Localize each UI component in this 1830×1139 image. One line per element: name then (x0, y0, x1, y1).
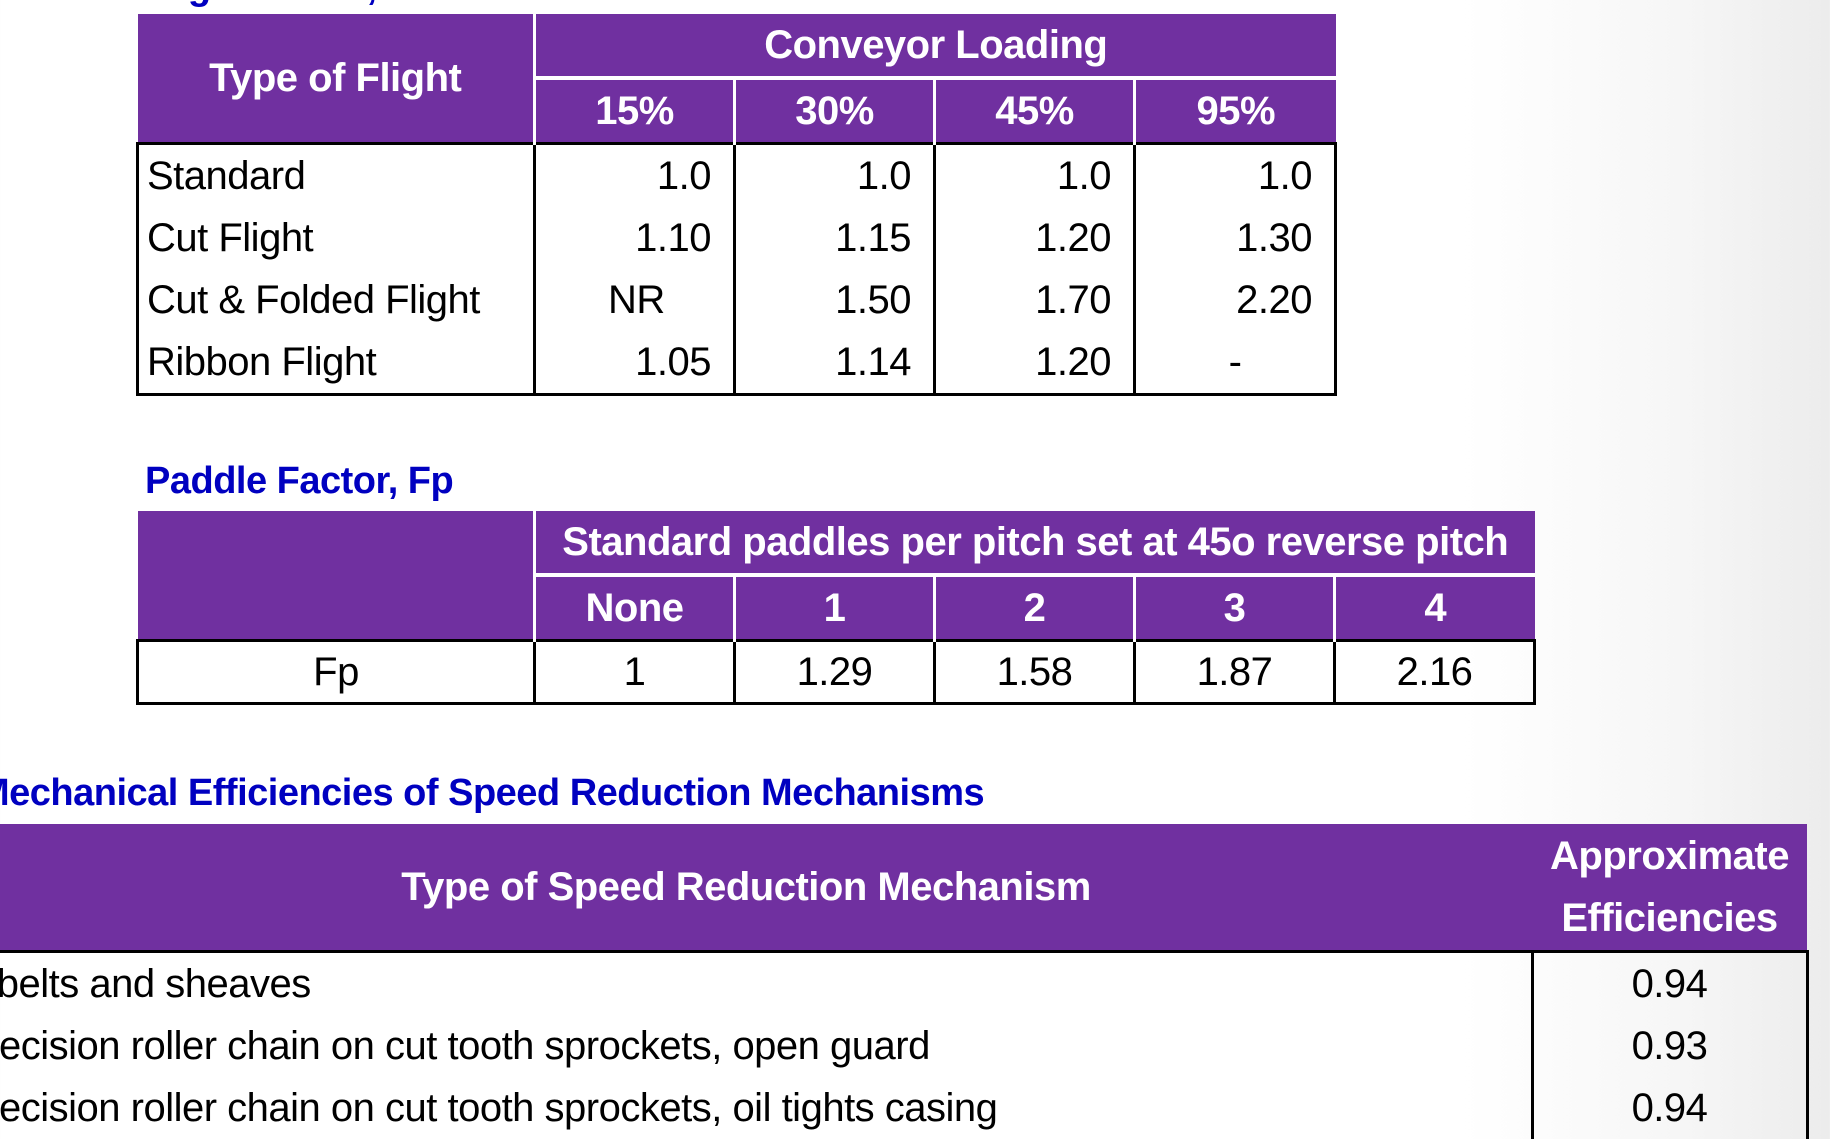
loading-col-30: 30% (733, 76, 935, 144)
mechanical-efficiencies-title: Mechanical Efficiencies of Speed Reducti… (0, 772, 985, 814)
flight-factor-title: Flight Factor, Ff (145, 0, 422, 9)
cell-value: 1 (533, 640, 735, 704)
cell-value: 1.05 (533, 331, 735, 395)
table-row: V-belts and sheaves 0.94 (0, 951, 1809, 1015)
mechanism-name: Precision roller chain on cut tooth spro… (0, 1085, 998, 1130)
paddle-factor-table: Standard paddles per pitch set at 45o re… (136, 511, 1536, 705)
loading-col-45: 45% (933, 76, 1135, 144)
cell-value: 1.50 (733, 269, 935, 331)
table-row: Cut Flight 1.10 1.15 1.20 1.30 (136, 207, 1336, 269)
table-row: Fp 1 1.29 1.58 1.87 2.16 (136, 640, 1535, 704)
table-row: Ribbon Flight 1.05 1.14 1.20 - (136, 331, 1336, 395)
row-label: Standard (136, 143, 535, 207)
cell-value: 1.20 (933, 331, 1135, 395)
conveyor-loading-header: Conveyor Loading (532, 14, 1336, 78)
flight-factor-table: Type of Flight Conveyor Loading 15% 30% … (136, 14, 1337, 396)
cell-value: 1.58 (933, 640, 1135, 704)
table-row: Standard 1.0 1.0 1.0 1.0 (136, 143, 1336, 207)
cell-value: 1.20 (933, 207, 1135, 269)
table-row: Precision roller chain on cut tooth spro… (0, 1015, 1809, 1077)
cell-value: 1.30 (1132, 207, 1336, 269)
cell-value: 1.0 (1132, 143, 1336, 207)
mechanism-type-header: Type of Speed Reduction Mechanism (0, 824, 1532, 952)
paddle-factor-title: Paddle Factor, Fp (145, 460, 454, 502)
row-label: Cut & Folded Flight (136, 269, 535, 331)
paddle-col-4: 4 (1332, 573, 1535, 641)
cell-value: 1.0 (933, 143, 1135, 207)
efficiency-value: 0.93 (1530, 1015, 1809, 1077)
paddle-blank-header (137, 511, 535, 641)
table-row: Cut & Folded Flight NR 1.50 1.70 2.20 (136, 269, 1336, 331)
paddle-col-3: 3 (1133, 573, 1335, 641)
paddles-per-pitch-header: Standard paddles per pitch set at 45o re… (532, 511, 1535, 575)
cell-value: NR (533, 269, 735, 331)
loading-col-95: 95% (1132, 76, 1336, 144)
cell-value: 1.0 (733, 143, 935, 207)
efficiency-value: 0.94 (1530, 951, 1809, 1015)
cell-value: 1.70 (933, 269, 1135, 331)
efficiency-value: 0.94 (1530, 1077, 1809, 1139)
cell-value: - (1132, 331, 1336, 395)
efficiency-header: Approximate Efficiencies (1532, 824, 1807, 952)
cell-value: 1.14 (733, 331, 935, 395)
table-row: Precision roller chain on cut tooth spro… (0, 1077, 1809, 1139)
cell-value: 2.20 (1132, 269, 1336, 331)
loading-col-15: 15% (533, 76, 735, 144)
row-label: Cut Flight (136, 207, 535, 269)
paddle-col-2: 2 (933, 573, 1135, 641)
efficiency-header-line2: Efficiencies (1561, 896, 1778, 940)
cell-value: 1.29 (733, 640, 935, 704)
mechanical-efficiencies-table: Type of Speed Reduction Mechanism Approx… (0, 824, 1809, 1139)
row-label: Ribbon Flight (136, 331, 535, 395)
type-of-flight-header: Type of Flight (137, 14, 535, 144)
efficiency-header-line1: Approximate (1550, 834, 1790, 878)
cell-value: 2.16 (1332, 640, 1535, 704)
cell-value: 1.15 (733, 207, 935, 269)
mechanism-name: V-belts and sheaves (0, 961, 311, 1006)
paddle-col-1: 1 (733, 573, 935, 641)
cell-value: 1.10 (533, 207, 735, 269)
cell-value: 1.87 (1133, 640, 1335, 704)
mechanism-name: Precision roller chain on cut tooth spro… (0, 1023, 930, 1068)
cell-value: 1.0 (533, 143, 735, 207)
paddle-col-none: None (533, 573, 735, 641)
row-label: Fp (136, 640, 535, 704)
